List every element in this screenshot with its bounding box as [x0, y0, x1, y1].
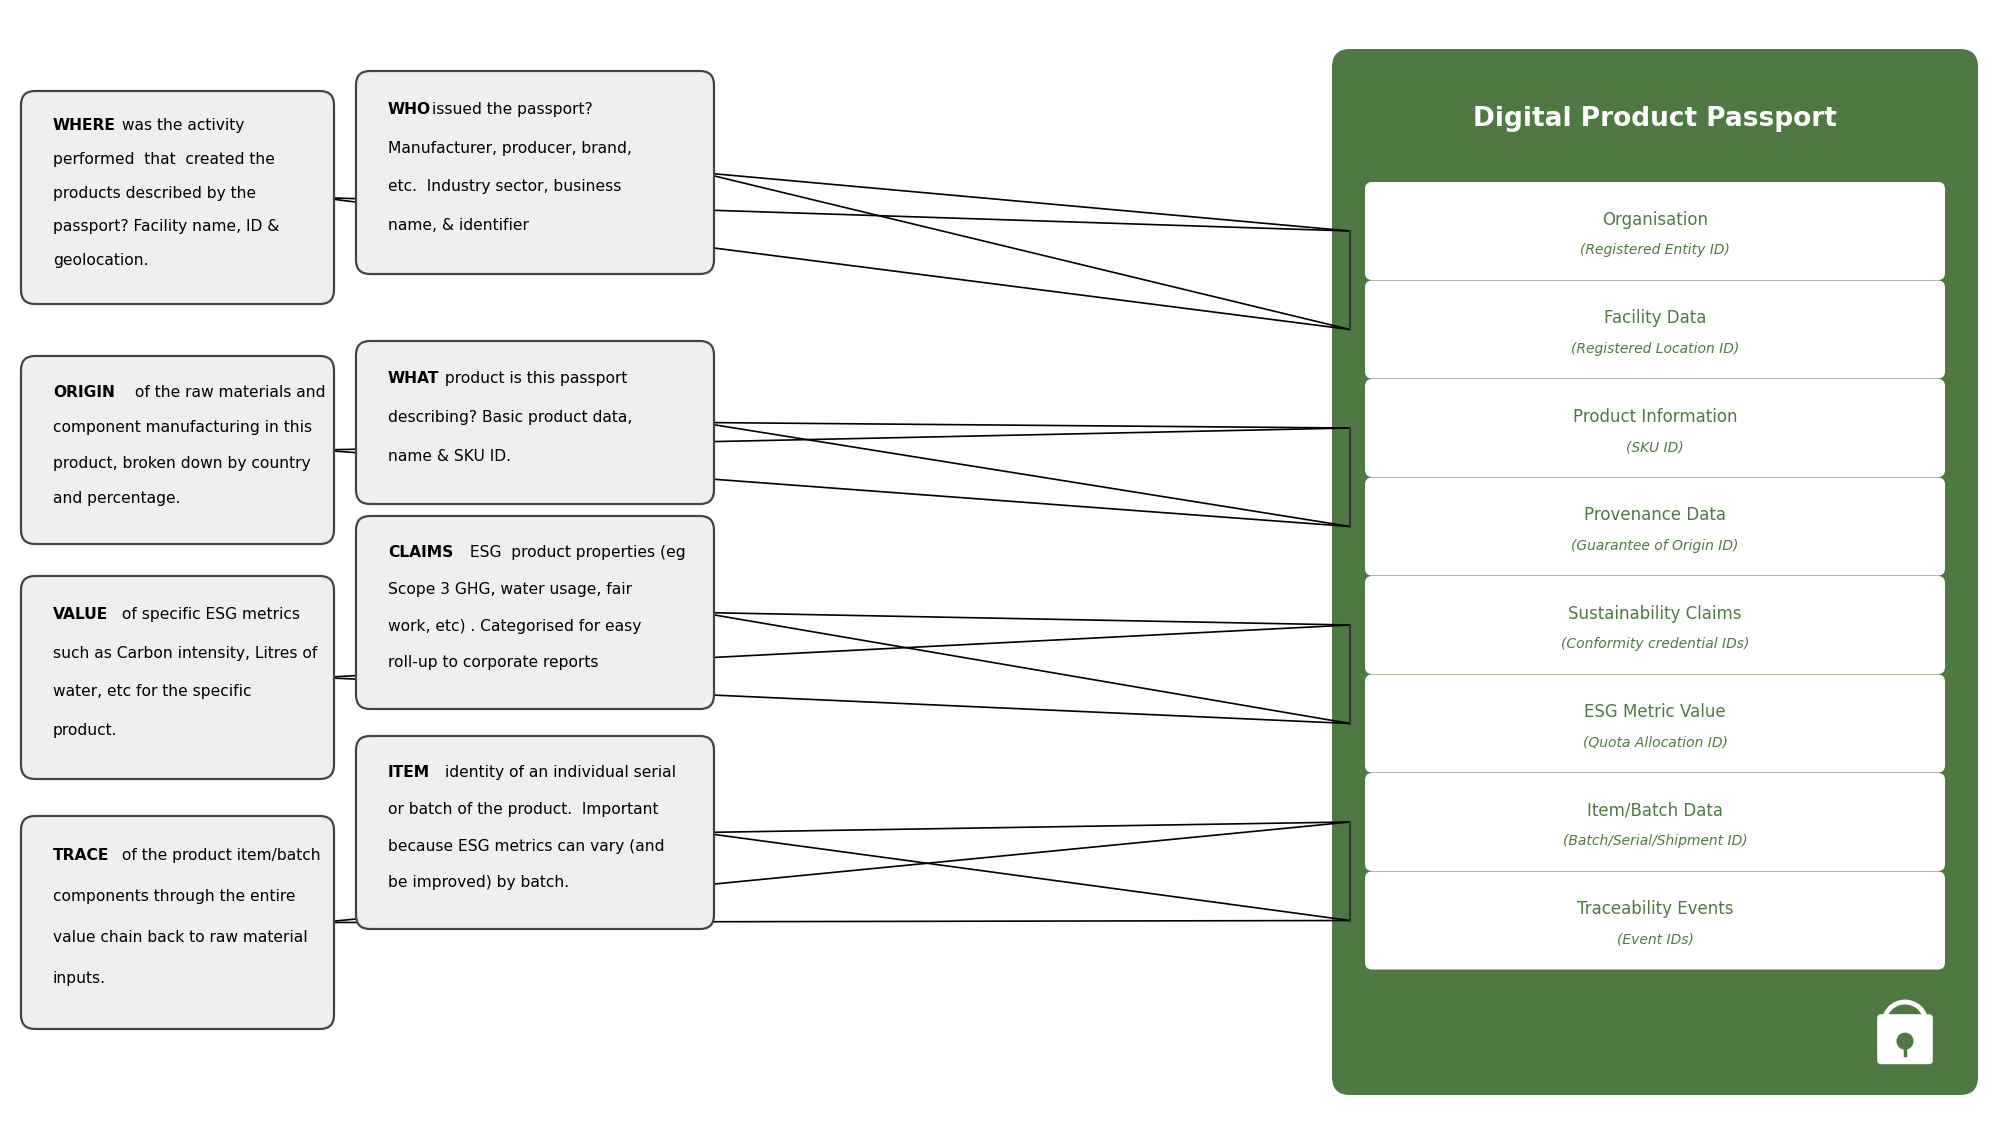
Text: name, & identifier: name, & identifier	[388, 218, 528, 233]
Text: components through the entire: components through the entire	[52, 889, 296, 904]
Text: WHO: WHO	[388, 101, 432, 117]
Text: (Conformity credential IDs): (Conformity credential IDs)	[1560, 638, 1750, 651]
Text: ITEM: ITEM	[388, 765, 430, 781]
Text: inputs.: inputs.	[52, 971, 106, 987]
Text: because ESG metrics can vary (and: because ESG metrics can vary (and	[388, 838, 664, 854]
FancyBboxPatch shape	[20, 91, 334, 304]
Text: products described by the: products described by the	[52, 186, 256, 200]
Text: (Registered Location ID): (Registered Location ID)	[1570, 342, 1740, 356]
Text: etc.  Industry sector, business: etc. Industry sector, business	[388, 179, 622, 195]
Circle shape	[1898, 1034, 1912, 1048]
FancyBboxPatch shape	[356, 736, 714, 929]
Text: of specific ESG metrics: of specific ESG metrics	[118, 606, 300, 622]
Text: VALUE: VALUE	[52, 606, 108, 622]
Text: Sustainability Claims: Sustainability Claims	[1568, 604, 1742, 622]
FancyBboxPatch shape	[1364, 675, 1944, 773]
Text: (Event IDs): (Event IDs)	[1616, 933, 1694, 947]
Text: name & SKU ID.: name & SKU ID.	[388, 449, 512, 463]
Text: of the product item/batch: of the product item/batch	[118, 848, 322, 863]
Text: (Guarantee of Origin ID): (Guarantee of Origin ID)	[1572, 539, 1738, 552]
Text: issued the passport?: issued the passport?	[426, 101, 592, 117]
Text: geolocation.: geolocation.	[52, 253, 148, 268]
FancyBboxPatch shape	[1364, 872, 1944, 970]
Text: Item/Batch Data: Item/Batch Data	[1588, 802, 1724, 820]
Text: ORIGIN: ORIGIN	[52, 385, 114, 399]
FancyBboxPatch shape	[356, 341, 714, 504]
Text: product is this passport: product is this passport	[440, 371, 626, 386]
Text: Product Information: Product Information	[1572, 407, 1738, 425]
Text: (Batch/Serial/Shipment ID): (Batch/Serial/Shipment ID)	[1562, 835, 1748, 848]
Text: Facility Data: Facility Data	[1604, 309, 1706, 327]
Text: Organisation: Organisation	[1602, 210, 1708, 228]
Text: TRACE: TRACE	[52, 848, 110, 863]
Text: Manufacturer, producer, brand,: Manufacturer, producer, brand,	[388, 141, 632, 155]
Text: ESG  product properties (eg: ESG product properties (eg	[466, 546, 686, 560]
FancyBboxPatch shape	[356, 71, 714, 274]
FancyBboxPatch shape	[1332, 50, 1978, 1095]
Text: and percentage.: and percentage.	[52, 492, 180, 506]
Text: identity of an individual serial: identity of an individual serial	[440, 765, 676, 781]
FancyBboxPatch shape	[1878, 1015, 1932, 1064]
FancyBboxPatch shape	[1364, 773, 1944, 871]
Text: work, etc) . Categorised for easy: work, etc) . Categorised for easy	[388, 619, 642, 633]
FancyBboxPatch shape	[1364, 379, 1944, 477]
FancyBboxPatch shape	[1364, 182, 1944, 280]
Text: Traceability Events: Traceability Events	[1576, 900, 1734, 918]
Text: Scope 3 GHG, water usage, fair: Scope 3 GHG, water usage, fair	[388, 582, 632, 597]
Text: WHAT: WHAT	[388, 371, 440, 386]
FancyBboxPatch shape	[20, 816, 334, 1029]
Text: or batch of the product.  Important: or batch of the product. Important	[388, 802, 658, 817]
Text: value chain back to raw material: value chain back to raw material	[52, 930, 308, 945]
Text: water, etc for the specific: water, etc for the specific	[52, 684, 252, 700]
Text: CLAIMS: CLAIMS	[388, 546, 454, 560]
Text: Provenance Data: Provenance Data	[1584, 506, 1726, 524]
Text: (Quota Allocation ID): (Quota Allocation ID)	[1582, 736, 1728, 750]
Text: passport? Facility name, ID &: passport? Facility name, ID &	[52, 219, 280, 234]
Text: such as Carbon intensity, Litres of: such as Carbon intensity, Litres of	[52, 646, 318, 660]
FancyBboxPatch shape	[1364, 477, 1944, 576]
Text: component manufacturing in this: component manufacturing in this	[52, 420, 312, 435]
Text: product.: product.	[52, 723, 118, 738]
Text: (Registered Entity ID): (Registered Entity ID)	[1580, 243, 1730, 258]
Text: ESG Metric Value: ESG Metric Value	[1584, 703, 1726, 721]
FancyBboxPatch shape	[20, 356, 334, 544]
FancyBboxPatch shape	[356, 516, 714, 709]
Text: be improved) by batch.: be improved) by batch.	[388, 875, 570, 890]
Text: WHERE: WHERE	[52, 118, 116, 134]
Text: roll-up to corporate reports: roll-up to corporate reports	[388, 655, 598, 670]
Text: of the raw materials and: of the raw materials and	[130, 385, 326, 399]
Text: was the activity: was the activity	[118, 118, 244, 134]
Text: describing? Basic product data,: describing? Basic product data,	[388, 410, 632, 425]
FancyBboxPatch shape	[20, 576, 334, 778]
FancyBboxPatch shape	[1364, 280, 1944, 378]
Text: product, broken down by country: product, broken down by country	[52, 456, 310, 470]
Text: Digital Product Passport: Digital Product Passport	[1474, 106, 1836, 132]
Text: (SKU ID): (SKU ID)	[1626, 440, 1684, 454]
Text: performed  that  created the: performed that created the	[52, 152, 274, 166]
FancyBboxPatch shape	[1364, 576, 1944, 674]
